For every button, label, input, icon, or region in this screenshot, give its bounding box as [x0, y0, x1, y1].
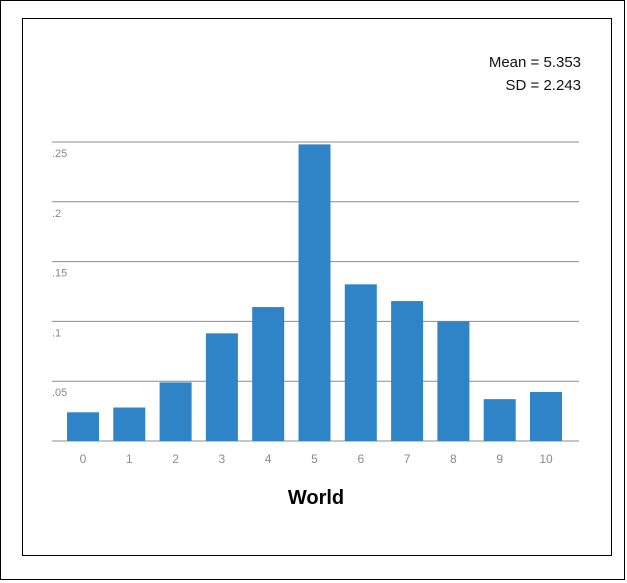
bar-8 [437, 321, 470, 441]
bar-4 [252, 307, 285, 441]
bar-0 [67, 412, 99, 441]
bar-5 [298, 144, 331, 441]
y-tick-label: .25 [52, 148, 67, 160]
x-tick-label: 9 [496, 452, 503, 466]
y-tick-label: .15 [52, 268, 67, 280]
bar-10 [530, 391, 562, 441]
x-tick-label: 3 [219, 452, 226, 466]
bar-1 [113, 407, 146, 441]
y-tick-labels: .05 .1 .15 .2 .25 [52, 148, 67, 399]
sd-annotation: SD = 2.243 [506, 77, 581, 94]
x-tick-label: 1 [126, 452, 133, 466]
bar-7 [391, 301, 424, 441]
bar-3 [205, 333, 238, 441]
x-tick-label: 4 [265, 452, 272, 466]
y-tick-label: .2 [52, 208, 61, 220]
chart-frame: .05.1.15.2.25 0 1 2 3 4 5 6 7 8 9 10 Mean = 5.353 … [22, 18, 612, 556]
bars [67, 144, 562, 441]
x-tick-label: 8 [450, 452, 457, 466]
y-tick-label: .05 [52, 387, 67, 399]
x-tick-label: 2 [172, 452, 179, 466]
mean-annotation: Mean = 5.353 [489, 54, 581, 71]
bar-chart: .05.1.15.2.25 0 1 2 3 4 5 6 7 8 9 10 Mean = 5.353 … [52, 54, 581, 509]
x-tick-label: 10 [539, 452, 553, 466]
x-tick-label: 0 [80, 452, 87, 466]
y-tick-label: .1 [52, 327, 61, 339]
bar-6 [344, 284, 377, 441]
x-axis-label: World [288, 487, 344, 509]
x-tick-label: 7 [404, 452, 411, 466]
x-tick-label: 6 [357, 452, 364, 466]
bar-9 [483, 399, 516, 441]
x-tick-label: 5 [311, 452, 318, 466]
x-tick-labels: 0 1 2 3 4 5 6 7 8 9 10 [80, 452, 553, 466]
bar-2 [159, 382, 192, 441]
